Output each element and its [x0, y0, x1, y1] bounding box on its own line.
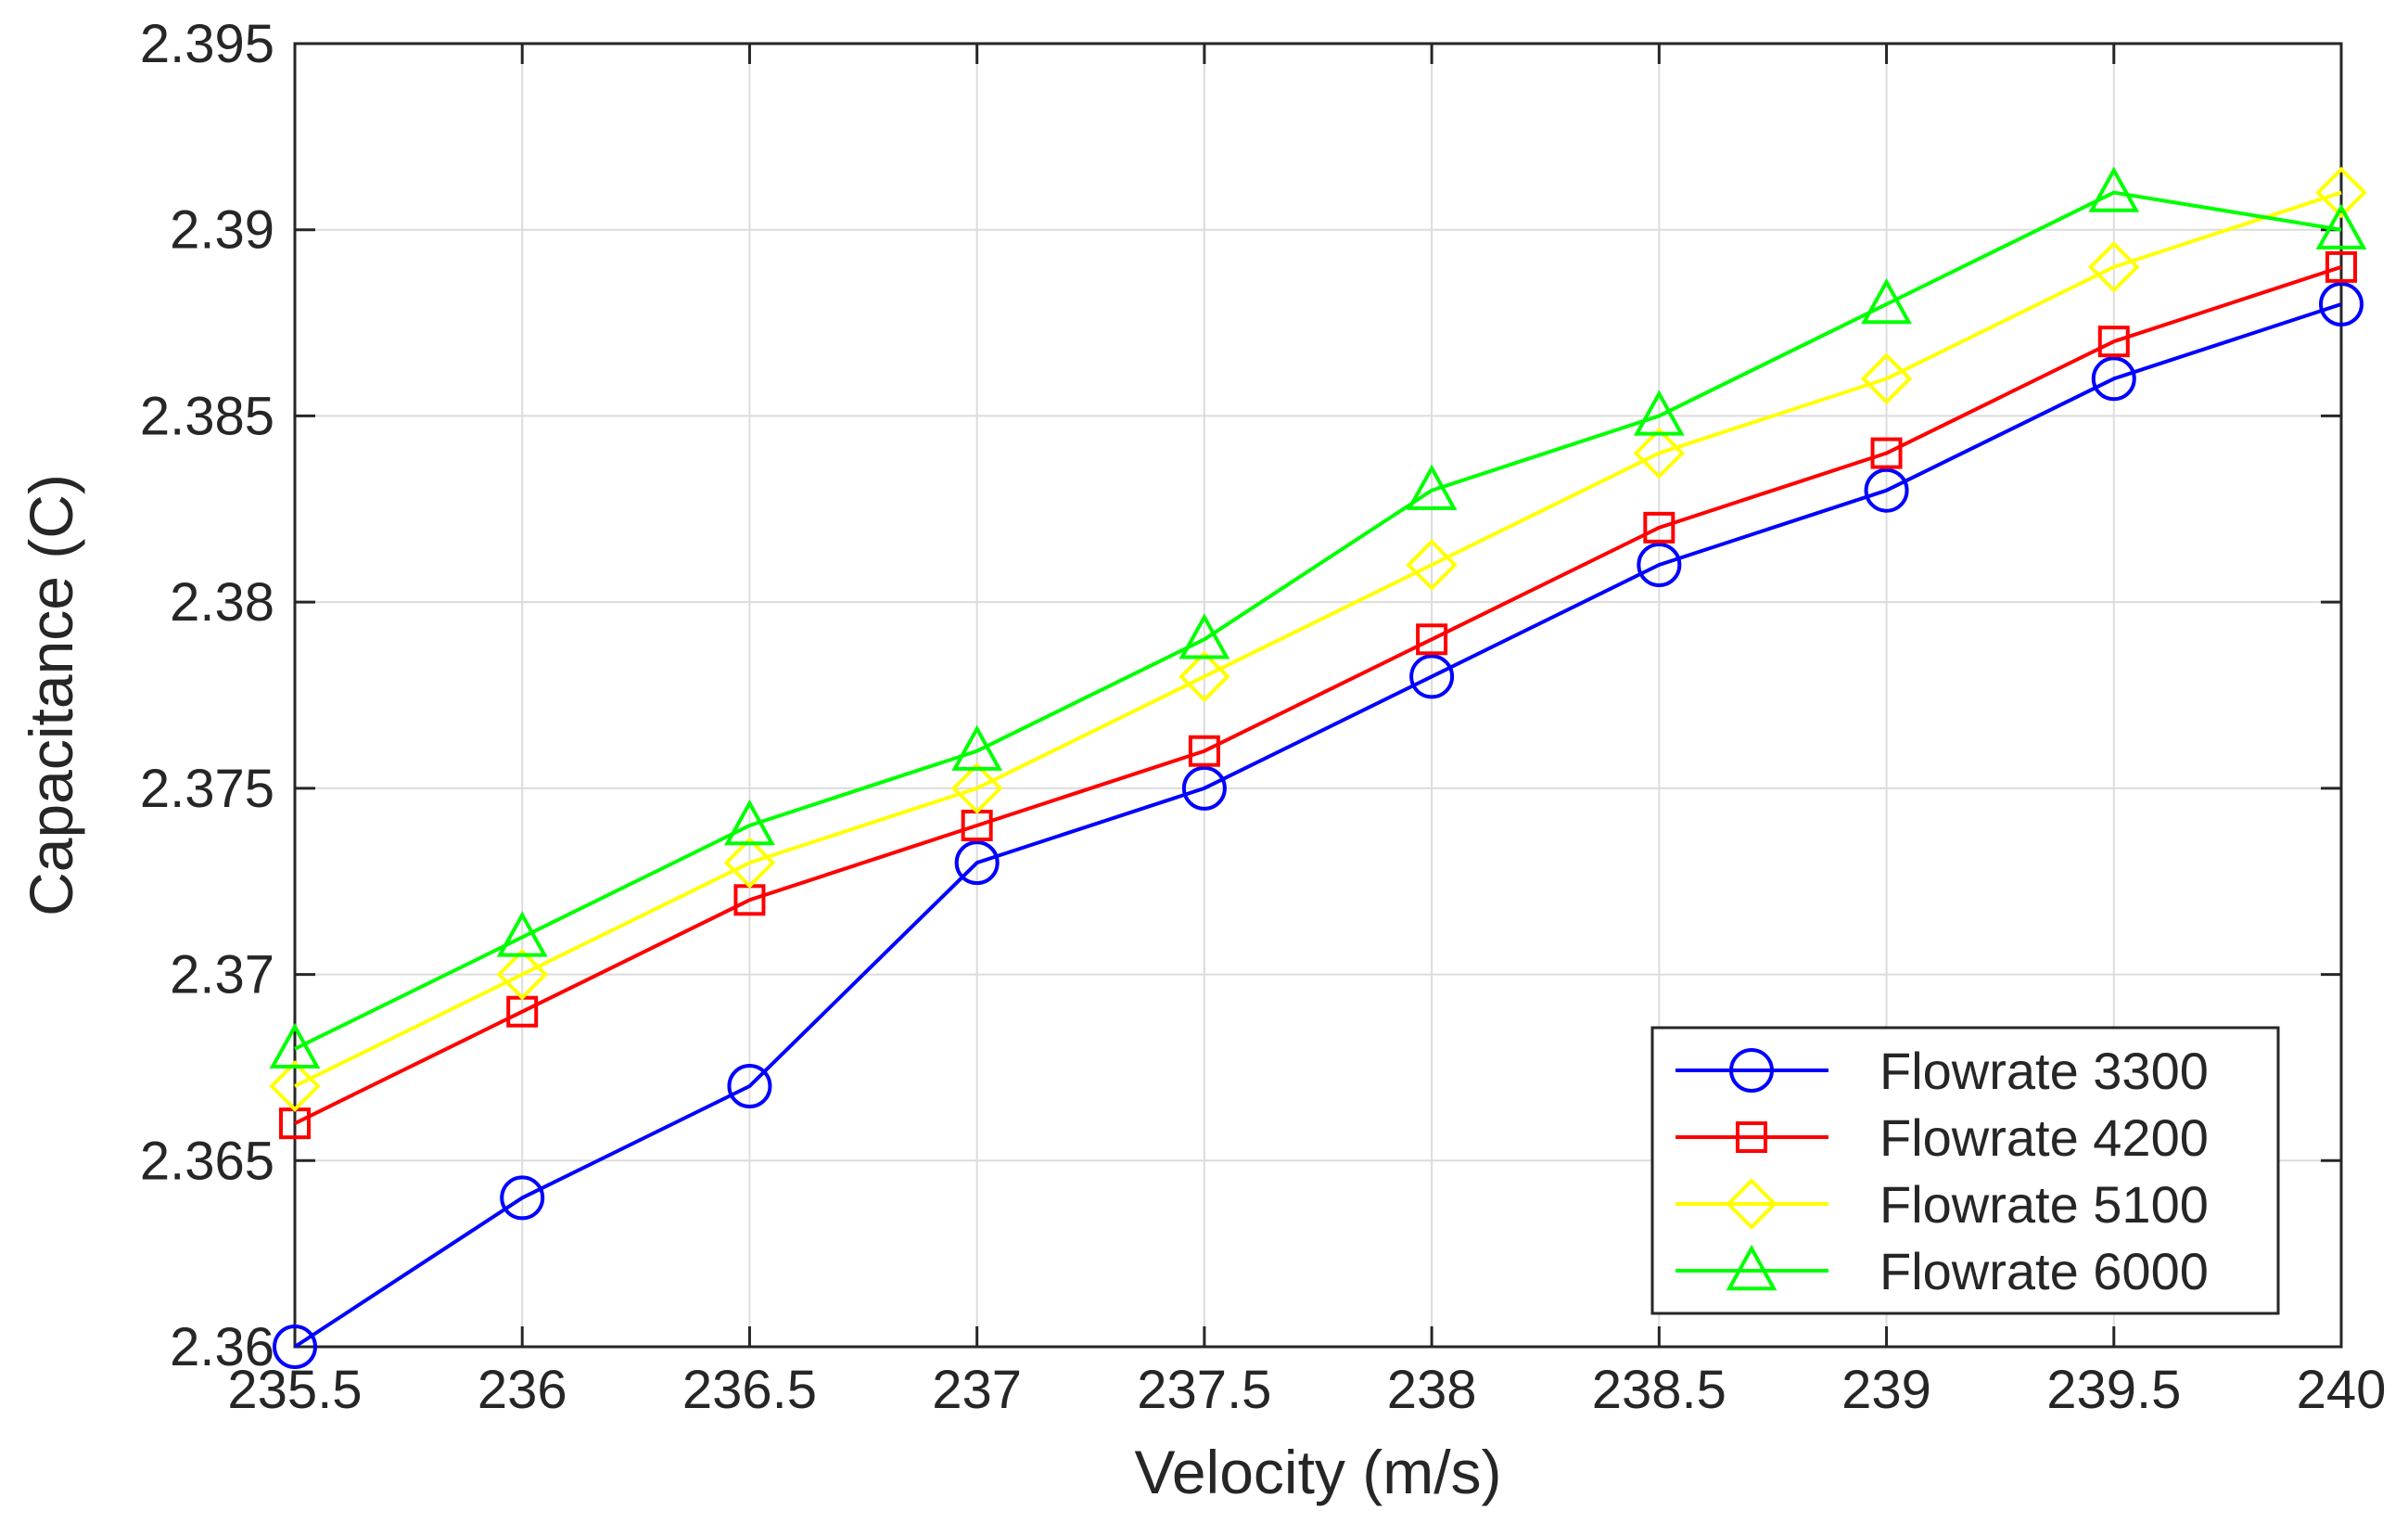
data-point-circle: [273, 1325, 317, 1369]
x-tick-label: 238: [1387, 1360, 1477, 1420]
data-point-diamond: [1179, 650, 1230, 703]
legend-entry: Flowrate 6000: [1675, 1242, 2209, 1300]
y-tick-label: 2.36: [170, 1317, 274, 1377]
series-line: [294, 190, 2342, 1088]
data-point-triangle: [269, 1022, 321, 1069]
legend-box: [1650, 1026, 2280, 1315]
legend-label: Flowrate 4200: [1879, 1108, 2209, 1167]
x-tick-label: 239.5: [2046, 1360, 2181, 1420]
legend-marker-circle: [1729, 1048, 1774, 1093]
legend-marker-square: [1736, 1121, 1767, 1153]
data-point-diamond: [1860, 352, 1913, 405]
data-point-triangle: [1406, 464, 1458, 510]
y-tick-label: 2.365: [140, 1131, 274, 1191]
data-point-circle: [2091, 356, 2136, 402]
y-tick-label: 2.39: [170, 200, 274, 261]
data-point-circle: [727, 1064, 772, 1108]
data-point-diamond: [1633, 427, 1686, 480]
data-point-diamond: [269, 1060, 321, 1112]
data-point-circle: [2319, 282, 2363, 326]
legend-entry: Flowrate 4200: [1675, 1108, 2209, 1167]
series-3: [269, 166, 2367, 1069]
data-point-diamond: [723, 837, 776, 889]
x-axis-label: Velocity (m/s): [1134, 1438, 1501, 1506]
x-tick-label: 238.5: [1592, 1360, 1726, 1420]
legend-entry: Flowrate 5100: [1675, 1175, 2209, 1234]
data-point-triangle: [1861, 277, 1912, 325]
x-tick-label: 237.5: [1137, 1360, 1271, 1420]
data-point-square: [2097, 326, 2130, 358]
data-point-triangle: [724, 799, 775, 846]
y-tick-label: 2.385: [140, 386, 274, 446]
data-point-square: [1643, 511, 1675, 544]
plot-frame: [293, 42, 2343, 1349]
data-point-square: [1870, 437, 1903, 469]
data-point-square: [2325, 250, 2357, 283]
data-point-diamond: [1406, 539, 1458, 591]
x-tick-label: 236: [478, 1360, 567, 1420]
data-point-circle: [1637, 543, 1682, 587]
y-tick-label: 2.37: [170, 945, 274, 1005]
data-point-triangle: [496, 911, 548, 957]
data-point-circle: [1864, 467, 1909, 513]
data-point-triangle: [2315, 203, 2367, 250]
legend-label: Flowrate 3300: [1879, 1042, 2209, 1100]
y-tick-label: 2.395: [140, 14, 274, 74]
x-tick-label: 237: [932, 1360, 1022, 1420]
y-tick-label: 2.38: [170, 572, 274, 633]
y-axis-label: Capacitance (C): [17, 474, 85, 916]
y-tick-label: 2.375: [140, 759, 274, 819]
data-point-circle: [500, 1175, 545, 1221]
data-point-square: [1416, 623, 1448, 656]
data-point-diamond: [950, 762, 1003, 814]
data-point-triangle: [1633, 390, 1685, 436]
series-layer: [269, 166, 2367, 1369]
x-tick-label: 239: [1841, 1360, 1931, 1420]
series-line: [294, 264, 2342, 1125]
data-point-diamond: [2087, 241, 2140, 293]
x-tick-label: 236.5: [682, 1360, 817, 1420]
series-line: [293, 302, 2342, 1349]
data-point-circle: [954, 840, 1000, 886]
legend: Flowrate 3300 Flowrate 4200 Flowrate 5100 F…: [1650, 1026, 2280, 1315]
data-point-triangle: [2088, 166, 2140, 212]
axes-layer: 235.5 236 236.5 237 237.5 238 238.5 239 239.5 240…: [140, 14, 2387, 1420]
x-tick-label: 240: [2297, 1360, 2387, 1420]
data-point-circle: [1409, 654, 1455, 699]
legend-marker-diamond: [1726, 1178, 1777, 1230]
data-point-diamond: [2315, 166, 2367, 219]
x-tick-label: 235.5: [227, 1360, 362, 1420]
series-0: [273, 282, 2363, 1369]
data-point-diamond: [496, 948, 549, 1001]
legend-label: Flowrate 6000: [1879, 1242, 2209, 1300]
data-point-square: [1188, 735, 1220, 767]
legend-entry: Flowrate 3300: [1675, 1042, 2209, 1100]
data-point-triangle: [1179, 613, 1230, 659]
legend-label: Flowrate 5100: [1879, 1175, 2209, 1234]
series-2: [269, 166, 2367, 1112]
legend-marker-triangle: [1726, 1244, 1777, 1291]
data-point-triangle: [951, 724, 1003, 771]
data-point-circle: [1181, 765, 1227, 811]
series-line: [294, 190, 2342, 1051]
